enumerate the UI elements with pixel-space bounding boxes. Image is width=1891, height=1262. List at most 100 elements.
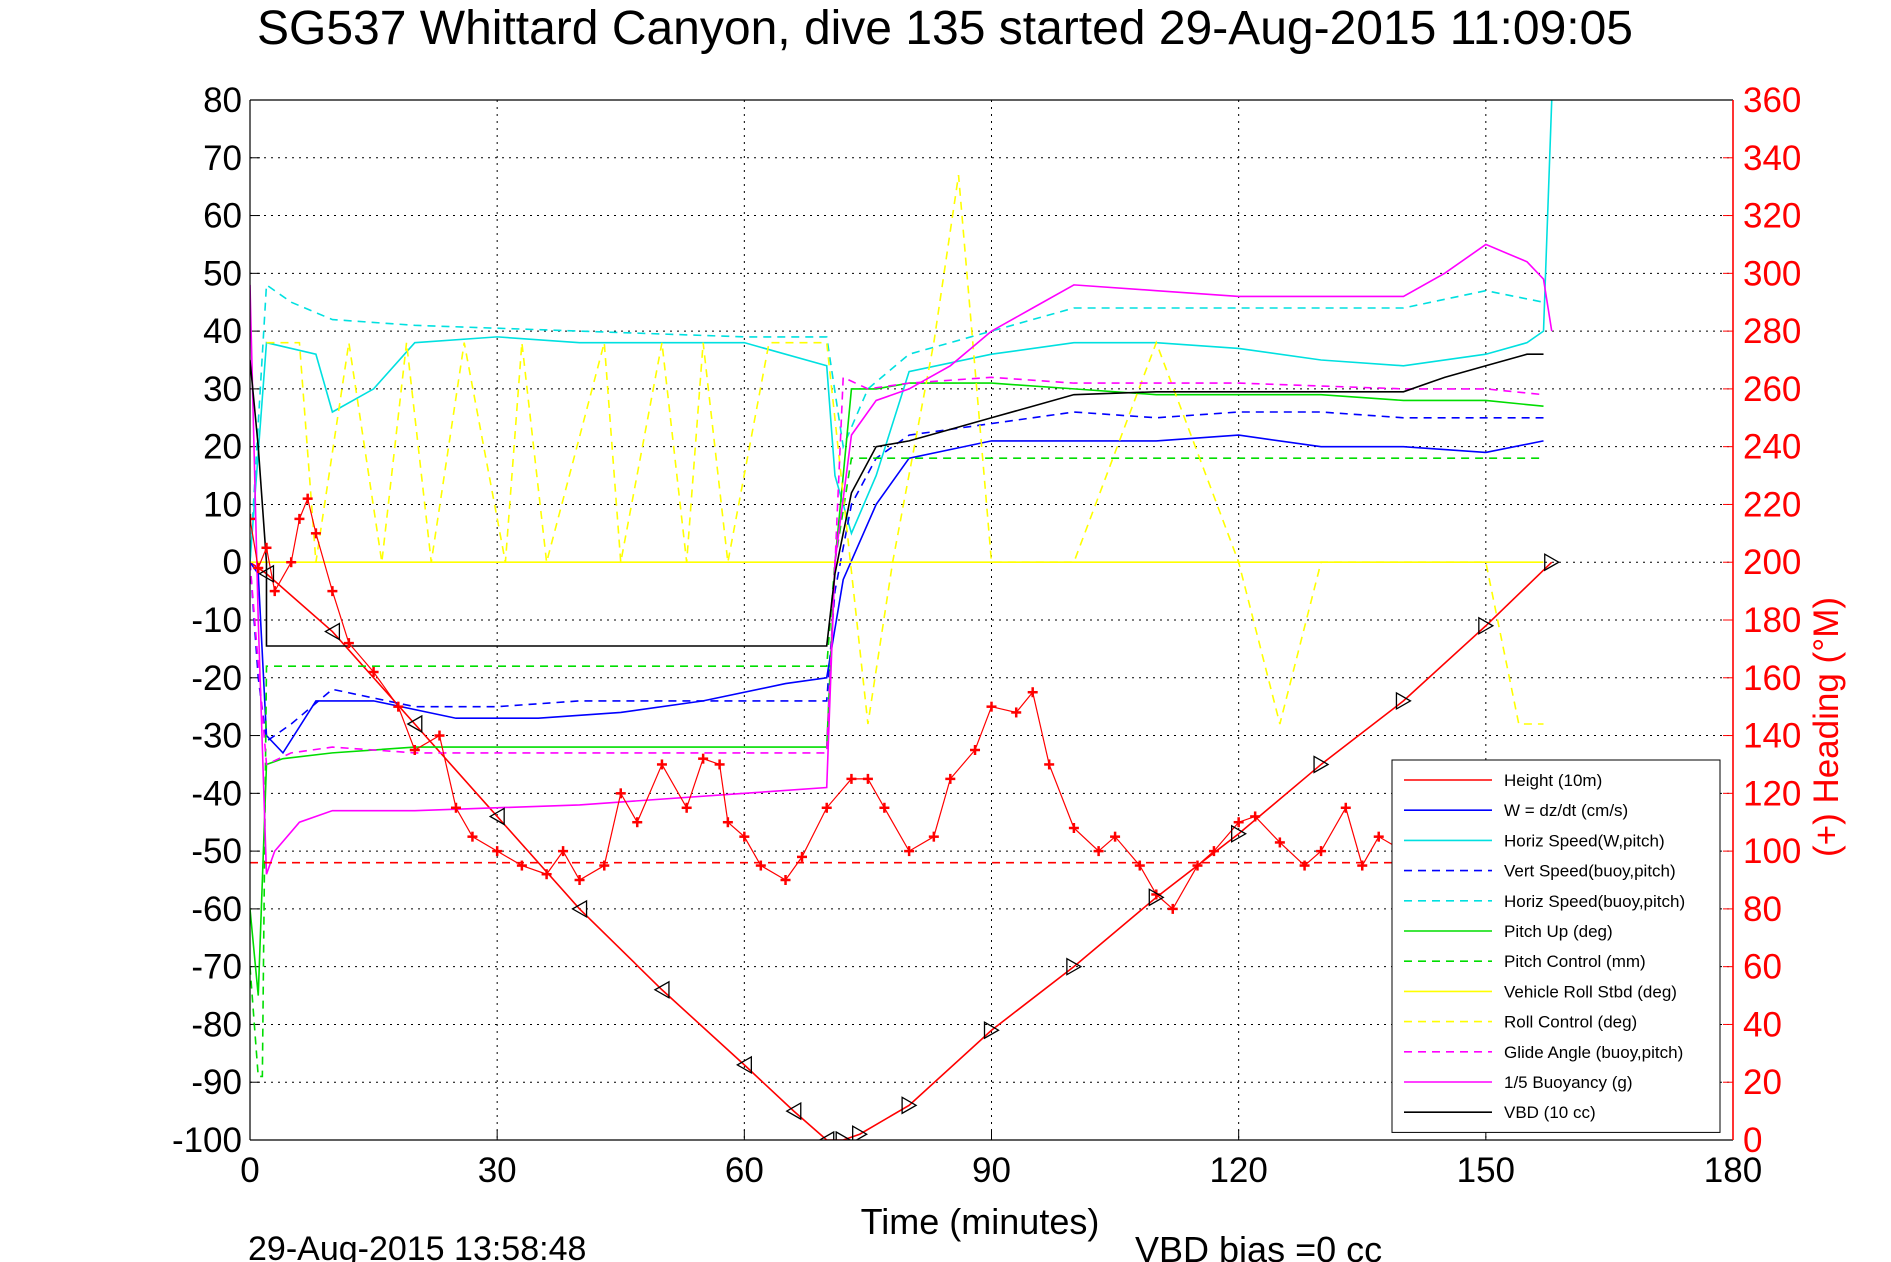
heading-marker	[615, 788, 626, 799]
y-tick-label: 10	[203, 485, 242, 524]
heading-marker	[1233, 817, 1244, 828]
y-tick-label: -30	[191, 717, 242, 756]
y-tick-label: 60	[203, 197, 242, 236]
heading-marker	[574, 875, 585, 885]
heading-marker	[1274, 837, 1285, 848]
height-marker	[818, 1130, 835, 1140]
legend-item-w-dz-dt-cm-s: W = dz/dt (cm/s)	[1404, 801, 1628, 820]
heading-marker	[467, 831, 478, 842]
heading-marker	[1110, 831, 1121, 842]
heading-marker	[656, 759, 667, 770]
heading-marker	[928, 831, 939, 842]
series-heading-line	[250, 496, 1429, 910]
legend-label: Glide Angle (buoy,pitch)	[1504, 1043, 1683, 1062]
y-tick-label: 70	[203, 139, 242, 178]
y-right-tick-label: 140	[1743, 717, 1801, 756]
y-tick-label: 50	[203, 254, 242, 293]
y-tick-label: -80	[191, 1005, 242, 1044]
x-tick-label: 60	[725, 1151, 764, 1190]
legend-label: VBD (10 cc)	[1504, 1103, 1596, 1122]
heading-marker	[253, 563, 264, 573]
legend-label: W = dz/dt (cm/s)	[1504, 801, 1628, 820]
heading-marker	[1027, 687, 1038, 698]
heading-marker	[302, 493, 313, 504]
plot-area	[250, 100, 1561, 1140]
y-axis-left: 80 70 60 50 40 30 20 10 0 -10 -20 -30 -40 -50 -60 -70 -8…	[172, 81, 260, 1160]
y-right-tick-label: 20	[1743, 1063, 1782, 1102]
y-right-tick-label: 360	[1743, 81, 1801, 120]
vbd-bias-note: VBD bias =0 cc	[1135, 1229, 1382, 1262]
height-marker	[653, 980, 670, 999]
legend-label: Pitch Up (deg)	[1504, 922, 1613, 941]
heading-marker	[846, 773, 857, 784]
heading-marker	[541, 869, 552, 880]
y-tick-label: -20	[191, 659, 242, 698]
legend-label: Vert Speed(buoy,pitch)	[1504, 862, 1676, 881]
heading-marker	[343, 638, 354, 649]
heading-marker	[1316, 846, 1327, 857]
y-right-tick-label: 240	[1743, 428, 1801, 467]
series-height-10m	[250, 561, 1553, 1140]
legend-item-height-10m: Height (10m)	[1404, 771, 1602, 790]
y-right-tick-label: 280	[1743, 312, 1801, 351]
legend-item-glide-angle-buoy-pitch: Glide Angle (buoy,pitch)	[1404, 1043, 1683, 1062]
heading-marker	[492, 846, 503, 857]
heading-marker	[1068, 823, 1079, 833]
heading-marker	[294, 513, 305, 524]
heading-marker	[1044, 759, 1055, 770]
plot-frame	[249, 99, 1734, 1141]
heading-marker	[879, 802, 890, 813]
y-right-tick-label: 200	[1743, 543, 1801, 582]
y-tick-label: 20	[203, 428, 242, 467]
legend-item-horiz-speed-buoy-pitch: Horiz Speed(buoy,pitch)	[1404, 892, 1685, 911]
legend-item-horiz-speed-w-pitch: Horiz Speed(W,pitch)	[1404, 831, 1665, 850]
height-marker	[1066, 957, 1083, 976]
y-tick-label: 80	[203, 81, 242, 120]
y-tick-label: -90	[191, 1063, 242, 1102]
heading-marker	[970, 745, 981, 755]
x-axis: 0 30 60 90 120 150 180	[240, 1130, 1762, 1190]
y-right-tick-label: 260	[1743, 370, 1801, 409]
heading-marker	[310, 528, 321, 539]
series-vbd-10-cc	[250, 353, 1544, 647]
heading-marker	[1011, 707, 1022, 718]
legend-label: Vehicle Roll Stbd (deg)	[1504, 982, 1677, 1001]
height-marker	[571, 899, 588, 919]
series-roll-control-deg	[266, 174, 1544, 725]
height-marker	[1478, 616, 1495, 635]
y-right-tick-label: 220	[1743, 485, 1801, 524]
heading-marker	[722, 817, 733, 828]
height-marker	[258, 564, 275, 583]
heading-marker	[393, 701, 404, 712]
heading-marker	[558, 846, 569, 857]
heading-marker	[327, 586, 338, 597]
x-tick-label: 90	[972, 1151, 1011, 1190]
legend-item-roll-control-deg: Roll Control (deg)	[1404, 1013, 1637, 1032]
y-right-tick-label: 60	[1743, 948, 1782, 987]
y-right-tick-label: 160	[1743, 659, 1801, 698]
footer-timestamp: 29-Aug-2015 13:58:48	[248, 1230, 586, 1262]
heading-marker	[450, 802, 461, 813]
y-tick-label: -40	[191, 774, 242, 813]
heading-marker	[714, 759, 725, 770]
legend-item-pitch-up-deg: Pitch Up (deg)	[1404, 922, 1613, 941]
height-marker	[1544, 553, 1561, 572]
heading-marker	[821, 802, 832, 813]
y-tick-label: -70	[191, 948, 242, 987]
y-right-tick-label: 0	[1743, 1121, 1762, 1160]
y-right-tick-label: 40	[1743, 1005, 1782, 1044]
legend-label: Height (10m)	[1504, 771, 1602, 790]
y-right-tick-label: 320	[1743, 197, 1801, 236]
legend-label: Horiz Speed(buoy,pitch)	[1504, 892, 1685, 911]
y-tick-label: 40	[203, 312, 242, 351]
y-tick-label: -10	[191, 601, 242, 640]
legend-label: Pitch Control (mm)	[1504, 952, 1646, 971]
legend-label: Roll Control (deg)	[1504, 1013, 1637, 1032]
y-tick-label: -60	[191, 890, 242, 929]
legend-box	[1391, 759, 1721, 1133]
x-tick-label: 120	[1209, 1151, 1267, 1190]
y-axis-right: 3603403203002802602402202001801601401201…	[1723, 81, 1801, 1160]
y-tick-label: 0	[223, 543, 242, 582]
heading-marker	[1151, 889, 1162, 900]
